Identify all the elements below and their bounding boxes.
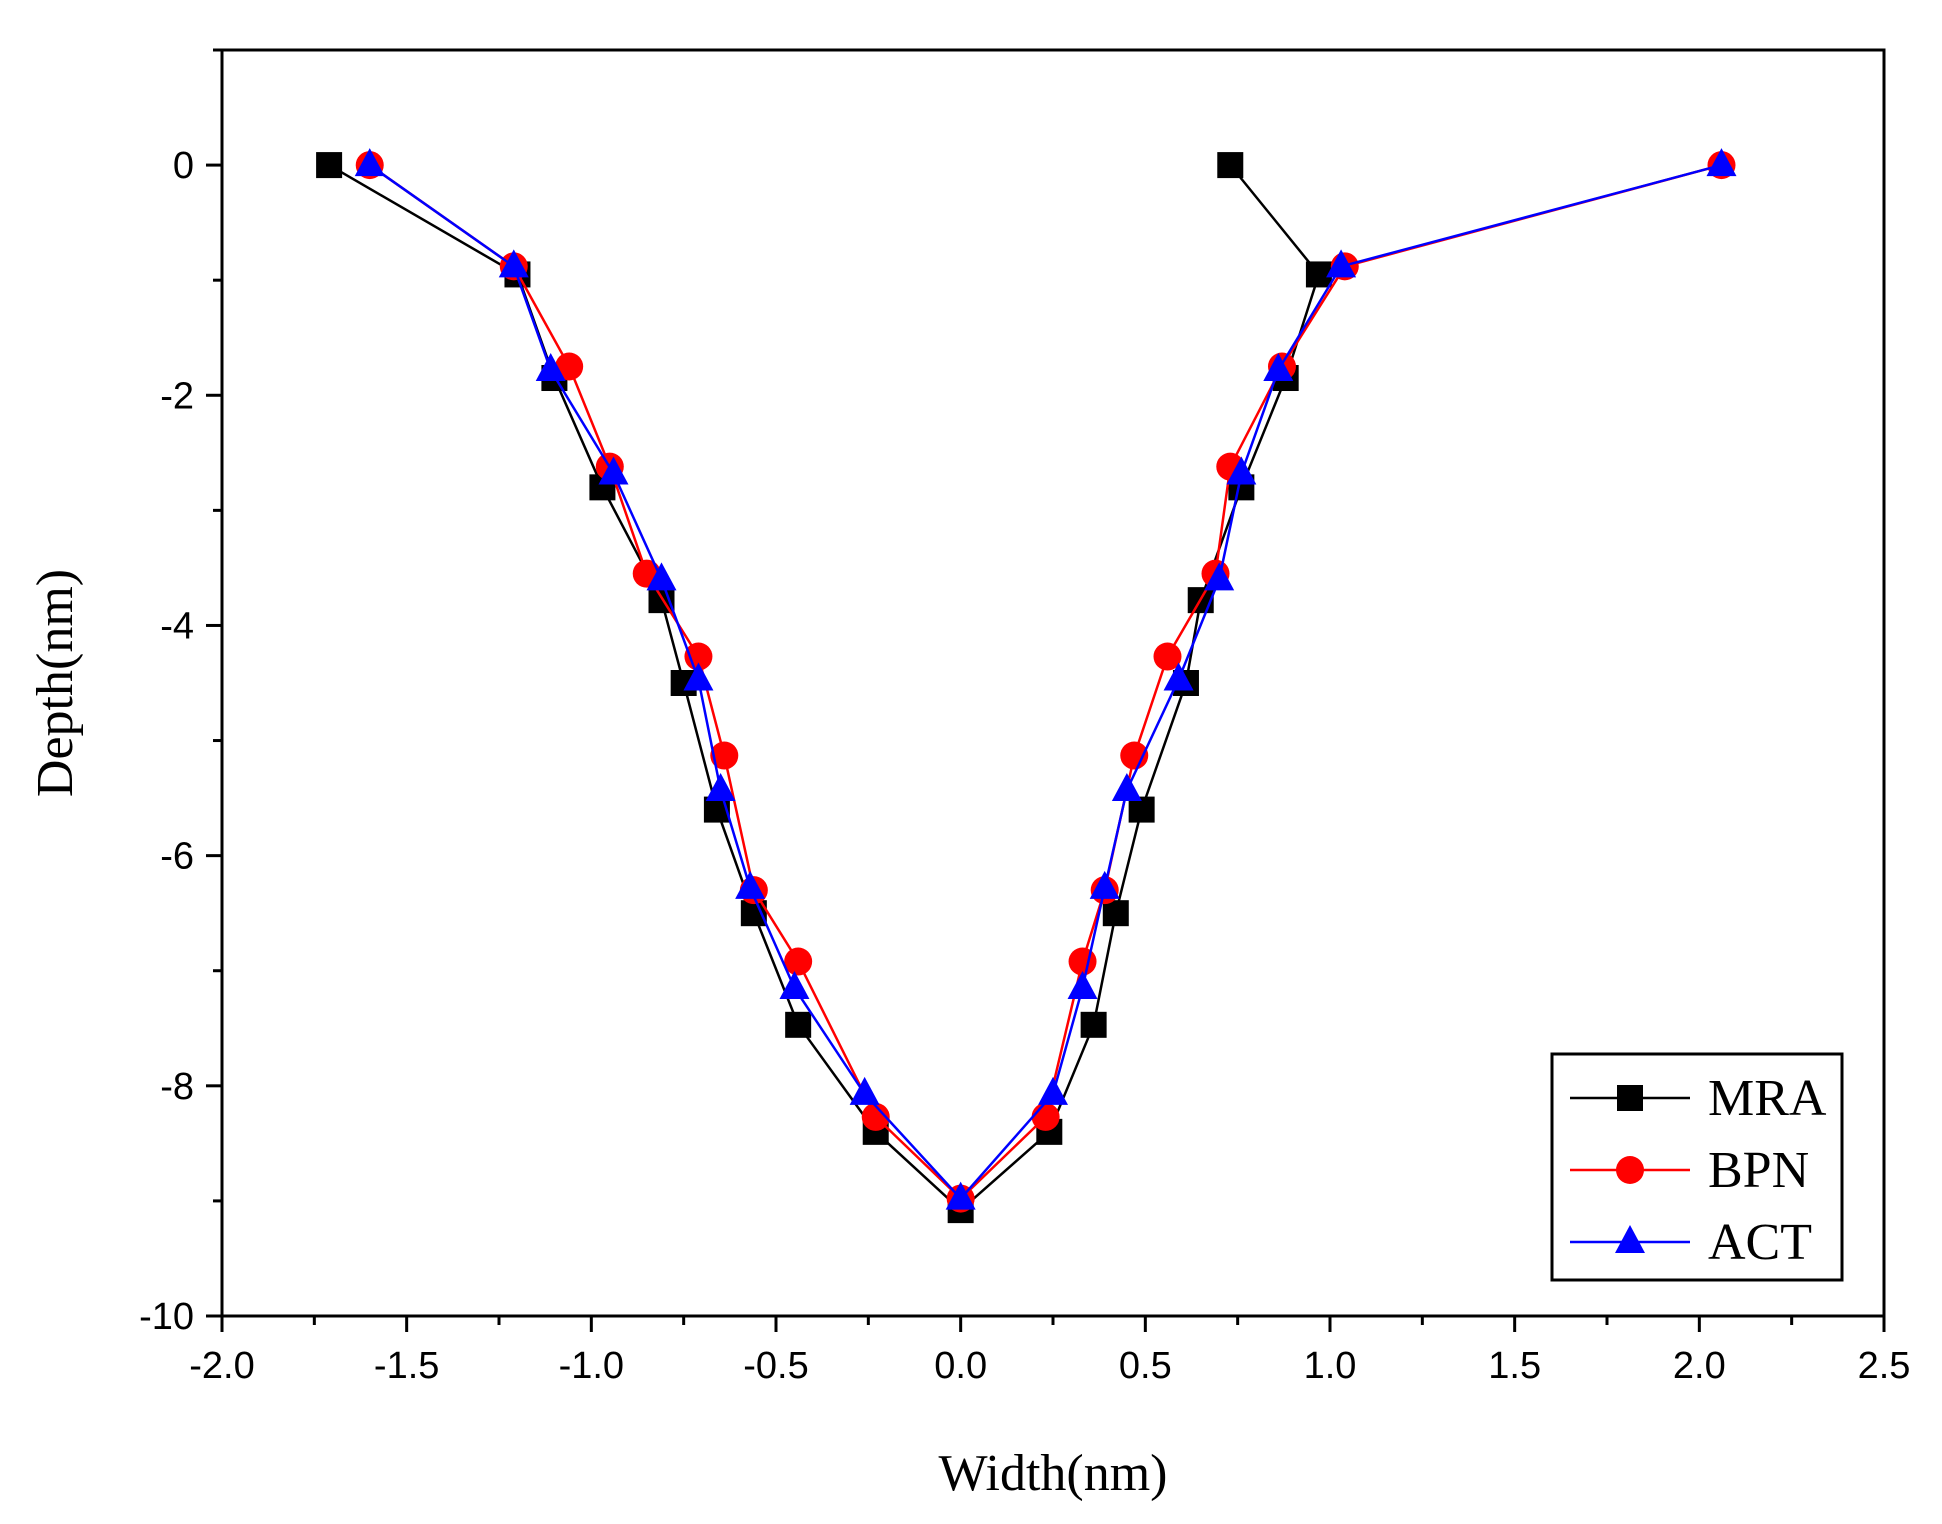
data-point-act: [646, 562, 677, 591]
series-act: [354, 148, 1737, 1210]
data-point-act: [1706, 148, 1737, 177]
x-tick-label: 0.0: [934, 1345, 987, 1387]
legend-entry-bpn: BPN: [1570, 1142, 1809, 1199]
y-tick-label: -8: [160, 1066, 194, 1108]
data-point-act: [1089, 870, 1120, 899]
y-tick-label: 0: [173, 145, 194, 187]
data-point-bpn: [710, 741, 739, 770]
data-point-mra: [1305, 261, 1332, 288]
data-point-act: [1204, 562, 1235, 591]
data-point-bpn: [1031, 1102, 1060, 1131]
legend-entry-mra: MRA: [1570, 1070, 1827, 1127]
data-point-act: [1038, 1076, 1068, 1105]
legend-label-mra: MRA: [1708, 1070, 1827, 1127]
x-tick-label: 2.5: [1858, 1345, 1911, 1387]
data-point-mra: [785, 1011, 812, 1038]
x-tick-label: -0.5: [743, 1345, 808, 1387]
plot-series: [316, 148, 1737, 1224]
data-point-act: [1111, 773, 1142, 802]
plot-frame: [220, 48, 1886, 1318]
legend-marker-bpn: [1616, 1156, 1644, 1184]
y-tick-label: -4: [160, 605, 194, 647]
data-point-mra: [648, 587, 675, 614]
data-point-act: [1326, 249, 1357, 278]
y-tick-label: -6: [160, 836, 194, 878]
data-point-act: [945, 1181, 976, 1210]
data-point-act: [683, 662, 714, 691]
y-tick-label: -2: [160, 375, 194, 417]
data-point-bpn: [1153, 642, 1182, 671]
data-point-act: [535, 352, 566, 381]
data-point-act: [849, 1076, 880, 1105]
axis-labels: -2.0 -1.5 -1.0 -0.5 0.0 0.5 1.0 1.5 2.0 2.5 0 -2 -4 -…: [139, 145, 1910, 1387]
x-axis-title: Width(nm): [939, 1445, 1168, 1502]
legend-label-act: ACT: [1708, 1214, 1812, 1271]
data-point-mra: [316, 152, 343, 179]
data-point-mra: [1102, 900, 1129, 927]
data-point-bpn: [555, 352, 584, 381]
data-point-bpn: [1120, 741, 1149, 770]
data-point-mra: [1080, 1011, 1107, 1038]
data-point-act: [498, 249, 529, 278]
data-point-bpn: [861, 1102, 890, 1131]
data-point-act: [1226, 456, 1257, 485]
x-tick-label: -1.5: [374, 1345, 439, 1387]
data-point-act: [735, 870, 766, 899]
x-tick-label: 2.0: [1673, 1345, 1726, 1387]
legend-label-bpn: BPN: [1708, 1142, 1809, 1199]
y-axis-title: Depth(nm): [27, 569, 84, 797]
data-point-act: [1067, 970, 1098, 999]
data-point-act: [1263, 352, 1294, 381]
data-point-act: [705, 773, 736, 802]
data-point-act: [779, 970, 810, 999]
data-point-act: [354, 148, 385, 177]
data-point-act: [1163, 662, 1194, 691]
legend-marker-mra: [1617, 1085, 1643, 1111]
data-point-act: [598, 456, 629, 485]
legend-entry-act: ACT: [1570, 1214, 1812, 1271]
legend: MRA BPN ACT: [1550, 1052, 1844, 1282]
legend-marker-act: [1615, 1225, 1645, 1253]
x-tick-label: -1.0: [559, 1345, 624, 1387]
data-point-mra: [1217, 152, 1244, 179]
x-tick-label: 1.0: [1304, 1345, 1357, 1387]
data-point-bpn: [784, 947, 813, 976]
x-tick-label: 1.5: [1488, 1345, 1541, 1387]
y-tick-label: -10: [139, 1296, 194, 1338]
x-tick-label: 0.5: [1119, 1345, 1172, 1387]
x-tick-label: -2.0: [189, 1345, 254, 1387]
